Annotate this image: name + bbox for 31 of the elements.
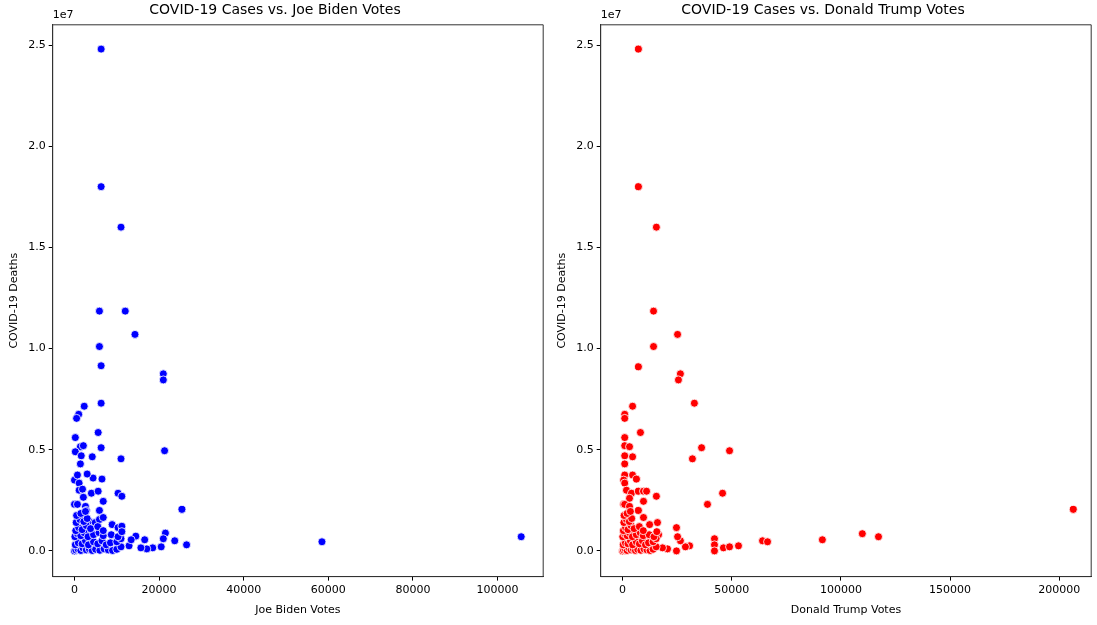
y-tick-label: 0.0 [576,543,594,557]
x-tick-label: 20000 [141,583,177,597]
x-tick-label: 60000 [310,583,346,597]
x-tick-label: 150000 [929,583,972,597]
y-tick-label: 2.5 [28,37,46,51]
x-tick-label: 80000 [395,583,431,597]
x-tick-label: 100000 [819,583,862,597]
y-tick-label: 0.0 [28,543,46,557]
y-tick-label: 0.5 [28,442,46,456]
y-tick-label: 2.0 [28,139,46,153]
text: 1e7 [52,8,74,22]
y-tick-label: 2.0 [576,139,594,153]
y-tick-label: 0.5 [576,442,594,456]
x-tick-label: 0 [70,583,78,597]
y-tick-label: 1.0 [28,341,46,355]
x-tick-label: 100000 [476,583,519,597]
chart-title: COVID-19 Cases vs. Donald Trump Votes [681,1,965,18]
y-axis-title: COVID-19 Deaths [7,252,21,349]
x-tick-label: 50000 [714,583,750,597]
y-tick-label: 1.5 [28,240,46,254]
x-axis-title: Joe Biden Votes [254,603,341,617]
text: 1e7 [600,8,622,22]
x-tick-label: 0 [619,583,627,597]
chart-title: COVID-19 Cases vs. Joe Biden Votes [149,1,401,18]
x-axis-title: Donald Trump Votes [790,603,902,617]
x-tick-label: 40000 [226,583,262,597]
y-tick-label: 2.5 [576,37,594,51]
y-tick-label: 1.5 [576,240,594,254]
y-axis-title: COVID-19 Deaths [555,252,569,349]
x-tick-label: 200000 [1038,583,1081,597]
y-tick-label: 1.0 [576,341,594,355]
